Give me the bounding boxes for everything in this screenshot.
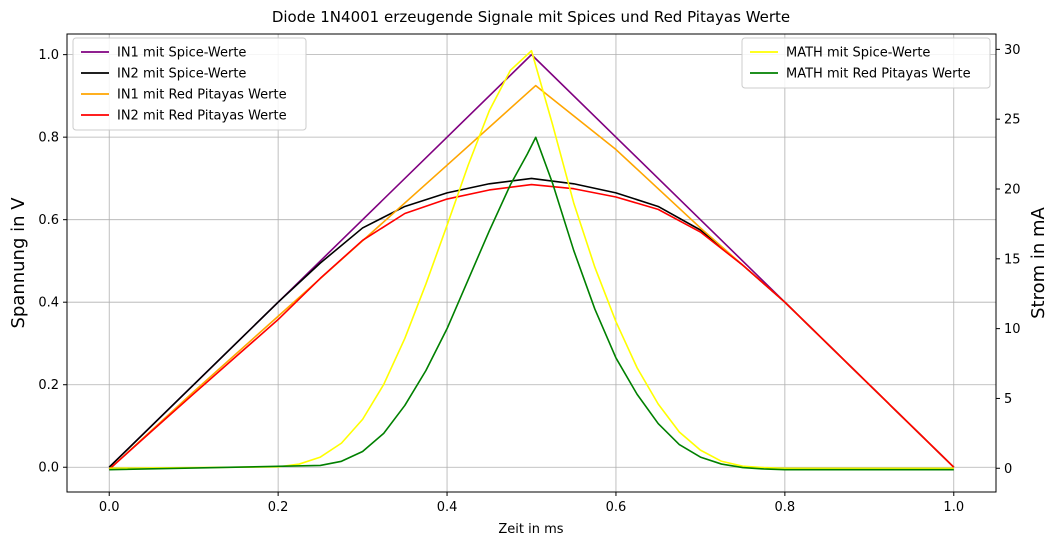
legend-box bbox=[72, 37, 307, 131]
x-tick-label: 0.6 bbox=[606, 500, 627, 515]
legend-box bbox=[741, 37, 991, 89]
y-left-tick-label: 1.0 bbox=[38, 48, 59, 63]
legend-right: MATH mit Spice-Werte MATH mit Red Pitayas… bbox=[741, 37, 991, 89]
y-axis-left: 0.0 0.2 0.4 0.6 0.8 1.0 bbox=[38, 48, 67, 476]
y-axis-left-title: Spannung in V bbox=[8, 197, 29, 329]
legend-label: MATH mit Red Pitayas Werte bbox=[786, 67, 971, 82]
y-left-tick-label: 0.6 bbox=[38, 213, 59, 228]
y-axis-right: 0 5 10 15 20 25 30 bbox=[996, 43, 1021, 477]
y-left-tick-label: 0.8 bbox=[38, 131, 59, 146]
plot-frame bbox=[66, 33, 997, 493]
legend-left: IN1 mit Spice-Werte IN2 mit Spice-Werte IN… bbox=[72, 37, 307, 131]
plot-lines bbox=[108, 49, 955, 471]
y-right-tick-label: 0 bbox=[1004, 462, 1012, 477]
y-left-tick-label: 0.0 bbox=[38, 461, 59, 476]
x-tick-label: 0.0 bbox=[99, 500, 120, 515]
series-line-4 bbox=[108, 183, 955, 470]
y-left-tick-label: 0.2 bbox=[38, 378, 59, 393]
series-line-3 bbox=[108, 84, 955, 470]
x-axis: 0.0 0.2 0.4 0.6 0.8 1.0 bbox=[99, 492, 964, 515]
x-tick-label: 0.4 bbox=[437, 500, 458, 515]
y-right-tick-label: 20 bbox=[1004, 182, 1021, 197]
series-line-2 bbox=[108, 177, 955, 468]
y-right-tick-label: 30 bbox=[1004, 43, 1021, 58]
y-left-tick-label: 0.4 bbox=[38, 296, 59, 311]
x-tick-label: 0.8 bbox=[775, 500, 796, 515]
legend-label: IN2 mit Red Pitayas Werte bbox=[117, 109, 287, 124]
series-line-6 bbox=[109, 136, 954, 471]
chart-title: Diode 1N4001 erzeugende Signale mit Spic… bbox=[272, 8, 790, 26]
y-axis-right-title: Strom in mA bbox=[1028, 206, 1049, 318]
legend-label: IN1 mit Red Pitayas Werte bbox=[117, 88, 287, 103]
y-right-tick-label: 25 bbox=[1004, 113, 1021, 128]
legend-label: IN2 mit Spice-Werte bbox=[117, 67, 246, 82]
legend-label: IN1 mit Spice-Werte bbox=[117, 46, 246, 61]
y-right-tick-label: 5 bbox=[1004, 392, 1012, 407]
series-line-5 bbox=[109, 49, 954, 470]
y-right-tick-label: 15 bbox=[1004, 252, 1021, 267]
x-tick-label: 1.0 bbox=[943, 500, 964, 515]
legend-label: MATH mit Spice-Werte bbox=[786, 46, 930, 61]
x-axis-title: Zeit in ms bbox=[498, 522, 563, 537]
y-right-tick-label: 10 bbox=[1004, 322, 1021, 337]
x-tick-label: 0.2 bbox=[268, 500, 289, 515]
